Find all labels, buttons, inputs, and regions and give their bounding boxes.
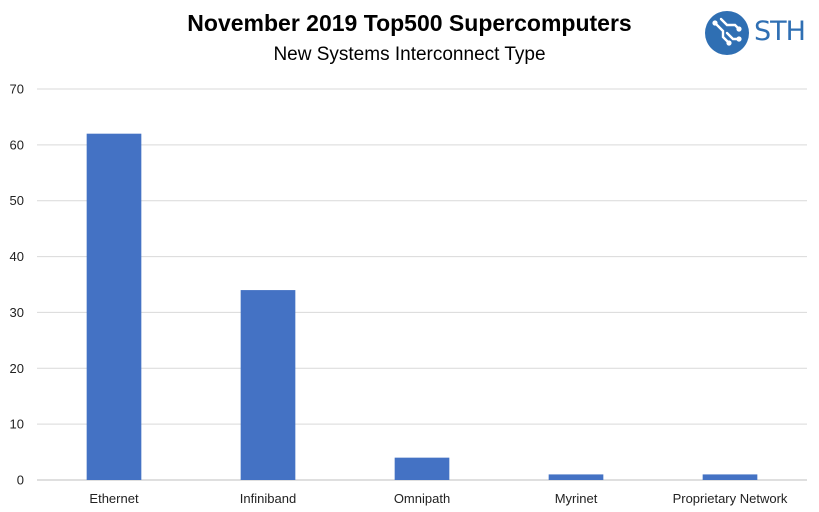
x-tick-label: Proprietary Network — [673, 491, 788, 506]
bar — [548, 474, 604, 480]
y-tick-label: 30 — [10, 305, 24, 320]
y-tick-label: 70 — [10, 82, 24, 97]
x-tick-label: Myrinet — [555, 491, 598, 506]
bar — [702, 474, 758, 480]
x-axis-tick-labels: Ethernet Infiniband Omnipath Myrinet Proprie… — [89, 491, 788, 506]
y-tick-label: 40 — [10, 249, 24, 264]
chart-subtitle: New Systems Interconnect Type — [273, 44, 546, 65]
chart-title: November 2019 Top500 Supercomputers — [187, 10, 632, 36]
x-tick-label: Infiniband — [240, 491, 296, 506]
y-tick-label: 60 — [10, 137, 24, 152]
logo-text: STH — [754, 16, 806, 47]
y-tick-label: 20 — [10, 361, 24, 376]
sth-circuit-icon — [705, 11, 749, 55]
y-tick-label: 50 — [10, 193, 24, 208]
bar — [86, 133, 142, 480]
bars — [86, 133, 758, 480]
y-axis-tick-labels: 0 10 20 30 40 50 60 70 — [10, 82, 24, 488]
bar — [240, 290, 296, 480]
x-tick-label: Omnipath — [394, 491, 450, 506]
bar — [394, 457, 450, 480]
y-tick-label: 10 — [10, 417, 24, 432]
x-tick-label: Ethernet — [89, 491, 139, 506]
gridlines — [37, 88, 807, 481]
y-tick-label: 0 — [17, 473, 24, 488]
sth-logo: STH — [704, 10, 806, 56]
